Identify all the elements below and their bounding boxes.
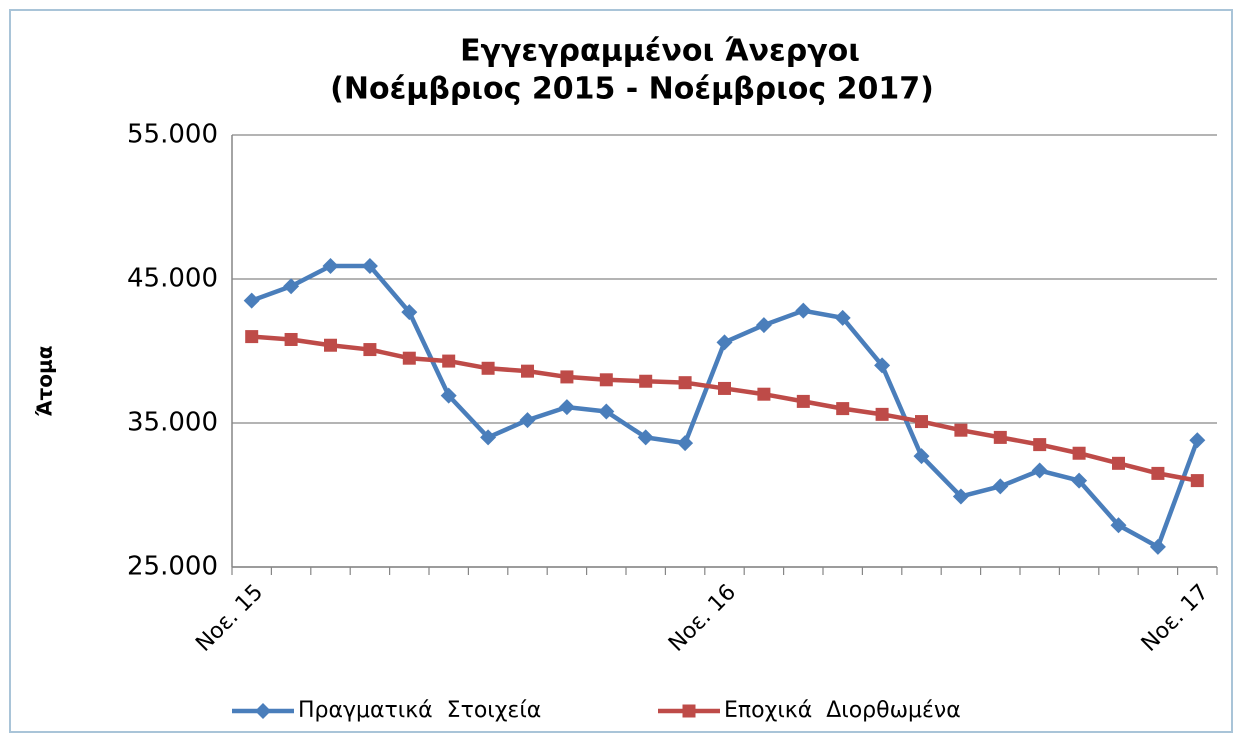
data-point: [836, 402, 850, 416]
data-point: [875, 407, 889, 421]
data-point: [755, 317, 772, 334]
data-point: [560, 370, 574, 384]
data-point: [558, 399, 575, 416]
data-point: [599, 373, 613, 387]
data-point: [324, 338, 337, 352]
data-point: [1151, 466, 1165, 480]
data-point: [1110, 517, 1127, 534]
data-point: [363, 343, 377, 357]
data-point: [284, 332, 298, 346]
data-point: [874, 357, 891, 374]
data-point: [1190, 474, 1204, 488]
data-point: [598, 403, 615, 420]
data-point: [401, 304, 418, 321]
data-point: [716, 334, 733, 351]
chart-border: [9, 9, 1233, 733]
y-tick-label: 25.000: [127, 552, 218, 582]
data-point: [796, 394, 810, 408]
data-point: [954, 423, 968, 437]
data-point: [677, 435, 694, 452]
data-point: [361, 258, 378, 275]
data-point: [440, 387, 457, 404]
data-point: [834, 309, 851, 326]
y-tick-label: 55.000: [127, 120, 218, 150]
data-point: [993, 430, 1007, 444]
y-tick-label: 45.000: [127, 264, 218, 294]
data-point: [913, 448, 930, 465]
data-point: [915, 415, 928, 429]
data-point: [283, 278, 300, 295]
data-point: [678, 376, 692, 390]
data-point: [795, 302, 812, 319]
data-point: [521, 364, 534, 378]
data-point: [480, 429, 497, 446]
y-axis-title: Άτομα: [33, 346, 57, 417]
y-tick-label: 35.000: [127, 408, 218, 438]
data-point: [1189, 432, 1206, 449]
data-point: [1112, 456, 1125, 470]
legend-label: Πραγματικά Στοιχεία: [298, 698, 541, 723]
data-point: [757, 387, 771, 401]
data-point: [519, 412, 536, 429]
data-point: [639, 374, 653, 388]
chart-subtitle: (Νοέμβριος 2015 - Νοέμβριος 2017): [330, 72, 934, 107]
data-point: [1031, 462, 1048, 479]
data-point: [952, 488, 969, 505]
data-point: [1149, 538, 1166, 555]
chart-title: Εγγεγραμμένοι Άνεργοι: [460, 34, 860, 69]
data-point: [1071, 472, 1088, 489]
data-point: [245, 330, 259, 344]
data-point: [402, 351, 416, 365]
legend-marker: [255, 703, 271, 719]
data-point: [637, 429, 654, 446]
data-point: [718, 381, 731, 395]
legend-label: Εποχικά Διορθωμένα: [724, 698, 961, 723]
data-point: [243, 292, 260, 309]
legend-marker: [682, 704, 696, 718]
data-point: [1072, 446, 1086, 460]
data-point: [322, 258, 339, 275]
data-point: [992, 478, 1009, 495]
data-point: [1033, 438, 1047, 452]
data-point: [481, 361, 495, 375]
data-point: [442, 354, 456, 368]
